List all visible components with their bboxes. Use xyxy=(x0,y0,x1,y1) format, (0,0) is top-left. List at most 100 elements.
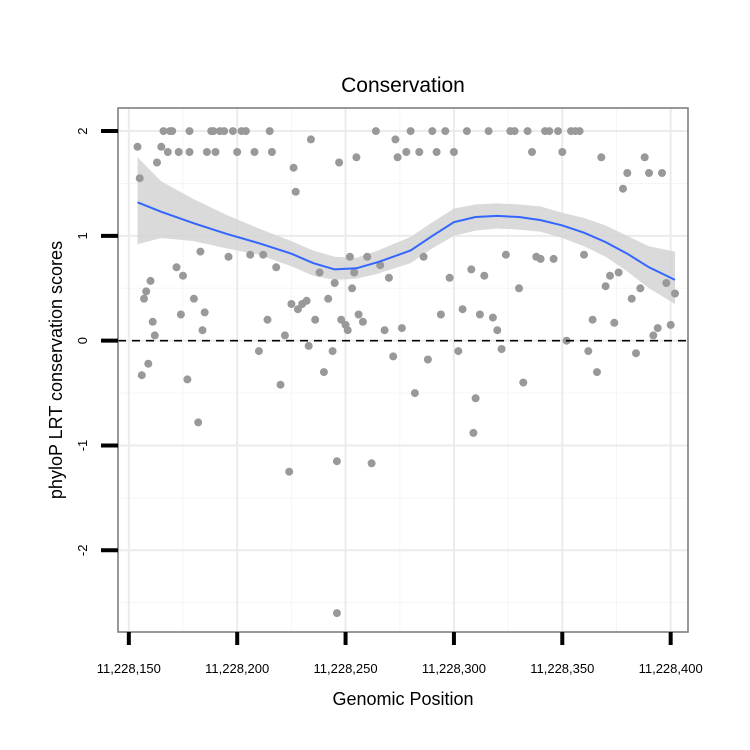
data-point xyxy=(267,148,276,156)
x-axis-label: Genomic Position xyxy=(332,689,473,709)
data-point xyxy=(389,352,398,361)
data-point xyxy=(335,158,344,167)
x-tick-label: 11,228,200 xyxy=(205,661,269,676)
data-point xyxy=(209,127,218,136)
data-point xyxy=(259,250,268,259)
data-point xyxy=(658,169,666,177)
data-point xyxy=(614,268,623,277)
data-point xyxy=(391,135,400,144)
data-point xyxy=(653,324,662,333)
data-point xyxy=(241,127,250,136)
data-point xyxy=(202,148,211,156)
data-point xyxy=(519,378,528,387)
chart-title: Conservation xyxy=(341,74,465,97)
data-point xyxy=(493,326,502,335)
data-point xyxy=(174,148,183,156)
data-point xyxy=(198,326,207,335)
data-point xyxy=(428,127,437,136)
data-point xyxy=(142,287,151,296)
data-point xyxy=(263,315,272,324)
data-point xyxy=(311,315,320,324)
data-point xyxy=(302,296,311,305)
data-point xyxy=(153,158,161,167)
data-point xyxy=(135,174,144,183)
data-point xyxy=(436,310,445,319)
data-point xyxy=(287,300,296,308)
y-tick-label: -1 xyxy=(75,440,90,452)
data-point xyxy=(593,368,601,377)
data-point xyxy=(580,250,588,259)
data-point xyxy=(449,148,458,156)
data-point xyxy=(441,127,450,136)
data-point xyxy=(196,247,205,256)
data-point xyxy=(176,310,185,319)
data-point xyxy=(200,308,209,317)
data-point xyxy=(515,284,523,293)
data-point xyxy=(133,142,142,151)
data-point xyxy=(330,279,339,287)
x-tick-label: 11,228,250 xyxy=(314,661,378,676)
confidence-band xyxy=(137,157,675,304)
data-point xyxy=(423,355,432,364)
data-point xyxy=(250,148,259,156)
data-point xyxy=(402,148,411,156)
plot-area: 11,228,150 11,228,200 11,228,250 11,228,300… xyxy=(75,107,703,676)
data-point xyxy=(380,326,389,335)
data-point xyxy=(549,254,558,263)
data-point xyxy=(558,148,567,156)
data-point xyxy=(343,326,352,335)
data-point xyxy=(371,127,380,136)
data-point xyxy=(432,148,441,156)
data-point xyxy=(332,457,341,466)
data-point xyxy=(671,289,679,298)
data-point xyxy=(137,371,146,380)
y-tick-label: 0 xyxy=(75,337,90,344)
data-point xyxy=(276,380,285,389)
data-point xyxy=(597,153,606,162)
data-point xyxy=(475,310,484,319)
y-axis-label: phyloP LRT conservation scores xyxy=(46,241,66,499)
data-point xyxy=(645,169,653,177)
data-point xyxy=(497,345,506,353)
data-point xyxy=(623,169,632,177)
data-point xyxy=(348,284,357,293)
data-point xyxy=(397,324,406,333)
data-point xyxy=(367,459,376,468)
data-point xyxy=(584,347,593,356)
data-point xyxy=(406,127,415,136)
data-point xyxy=(228,127,237,136)
data-point xyxy=(289,163,298,172)
data-point xyxy=(306,135,315,144)
data-point xyxy=(194,418,203,427)
data-point xyxy=(280,331,289,340)
data-point xyxy=(146,276,155,285)
data-point xyxy=(179,271,187,280)
data-point xyxy=(350,268,359,277)
data-point xyxy=(649,331,658,340)
data-point xyxy=(220,127,229,136)
data-point xyxy=(419,252,428,261)
data-point xyxy=(265,127,274,136)
data-point xyxy=(328,347,337,356)
data-point xyxy=(163,148,172,156)
data-point xyxy=(510,127,519,136)
data-point xyxy=(183,375,192,384)
data-point xyxy=(528,148,536,156)
data-point xyxy=(319,368,328,377)
plot-border xyxy=(117,107,689,633)
data-point xyxy=(352,153,361,162)
data-point xyxy=(662,279,671,287)
data-point xyxy=(345,252,354,261)
x-tick-label: 11,228,400 xyxy=(639,661,703,676)
data-point xyxy=(610,318,619,327)
data-point xyxy=(488,313,497,322)
data-point xyxy=(606,271,614,280)
data-point xyxy=(471,394,480,403)
data-point xyxy=(272,263,281,272)
data-point xyxy=(536,254,545,263)
data-point xyxy=(354,310,363,319)
data-point xyxy=(157,142,166,151)
data-point xyxy=(363,252,372,261)
data-point xyxy=(480,271,489,280)
data-point xyxy=(304,341,313,350)
